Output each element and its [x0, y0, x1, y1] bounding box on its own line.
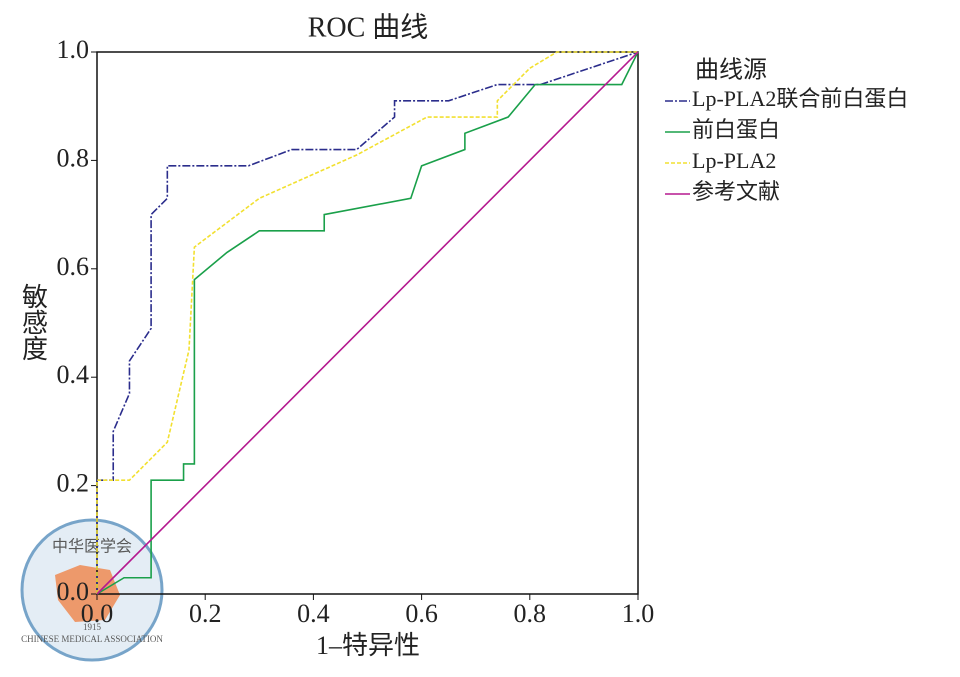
- roc-curve: [96, 51, 639, 595]
- watermark-map: [55, 565, 120, 622]
- y-tick-label: 0.2: [57, 469, 90, 498]
- legend-label: 参考文献: [692, 179, 780, 204]
- watermark: 中华医学会 CHINESE MEDICAL ASSOCIATION 1915: [20, 518, 164, 662]
- x-tick-label: 0.4: [297, 599, 330, 628]
- y-tick-label: 0.6: [57, 252, 90, 281]
- watermark-en: CHINESE MEDICAL ASSOCIATION: [21, 634, 163, 644]
- chart-title: ROC 曲线: [308, 11, 429, 43]
- x-tick-label: 0.0: [81, 599, 114, 628]
- legend-title: 曲线源: [695, 57, 767, 84]
- x-tick-label: 0.6: [405, 599, 438, 628]
- y-tick-label: 0.0: [57, 577, 90, 606]
- y-tick-label: 0.4: [57, 360, 90, 389]
- y-tick-label: 0.8: [57, 143, 90, 172]
- x-tick-label: 0.8: [514, 599, 547, 628]
- x-tick-label: 1.0: [622, 599, 655, 628]
- y-axis-label: 敏感度: [19, 283, 48, 361]
- legend-label: Lp-PLA2: [692, 148, 776, 173]
- watermark-year: 1915: [83, 622, 102, 632]
- roc-curve: [96, 51, 639, 594]
- x-axis-label: 1–特异性: [316, 631, 420, 660]
- x-tick-label: 0.2: [189, 599, 222, 628]
- roc-curve: [96, 51, 639, 595]
- watermark-cn: 中华医学会: [52, 538, 132, 556]
- legend-label: 前白蛋白: [692, 117, 780, 142]
- y-tick-label: 1.0: [57, 35, 90, 64]
- legend-label: Lp-PLA2联合前白蛋白: [692, 86, 908, 111]
- plot-frame: [96, 51, 639, 595]
